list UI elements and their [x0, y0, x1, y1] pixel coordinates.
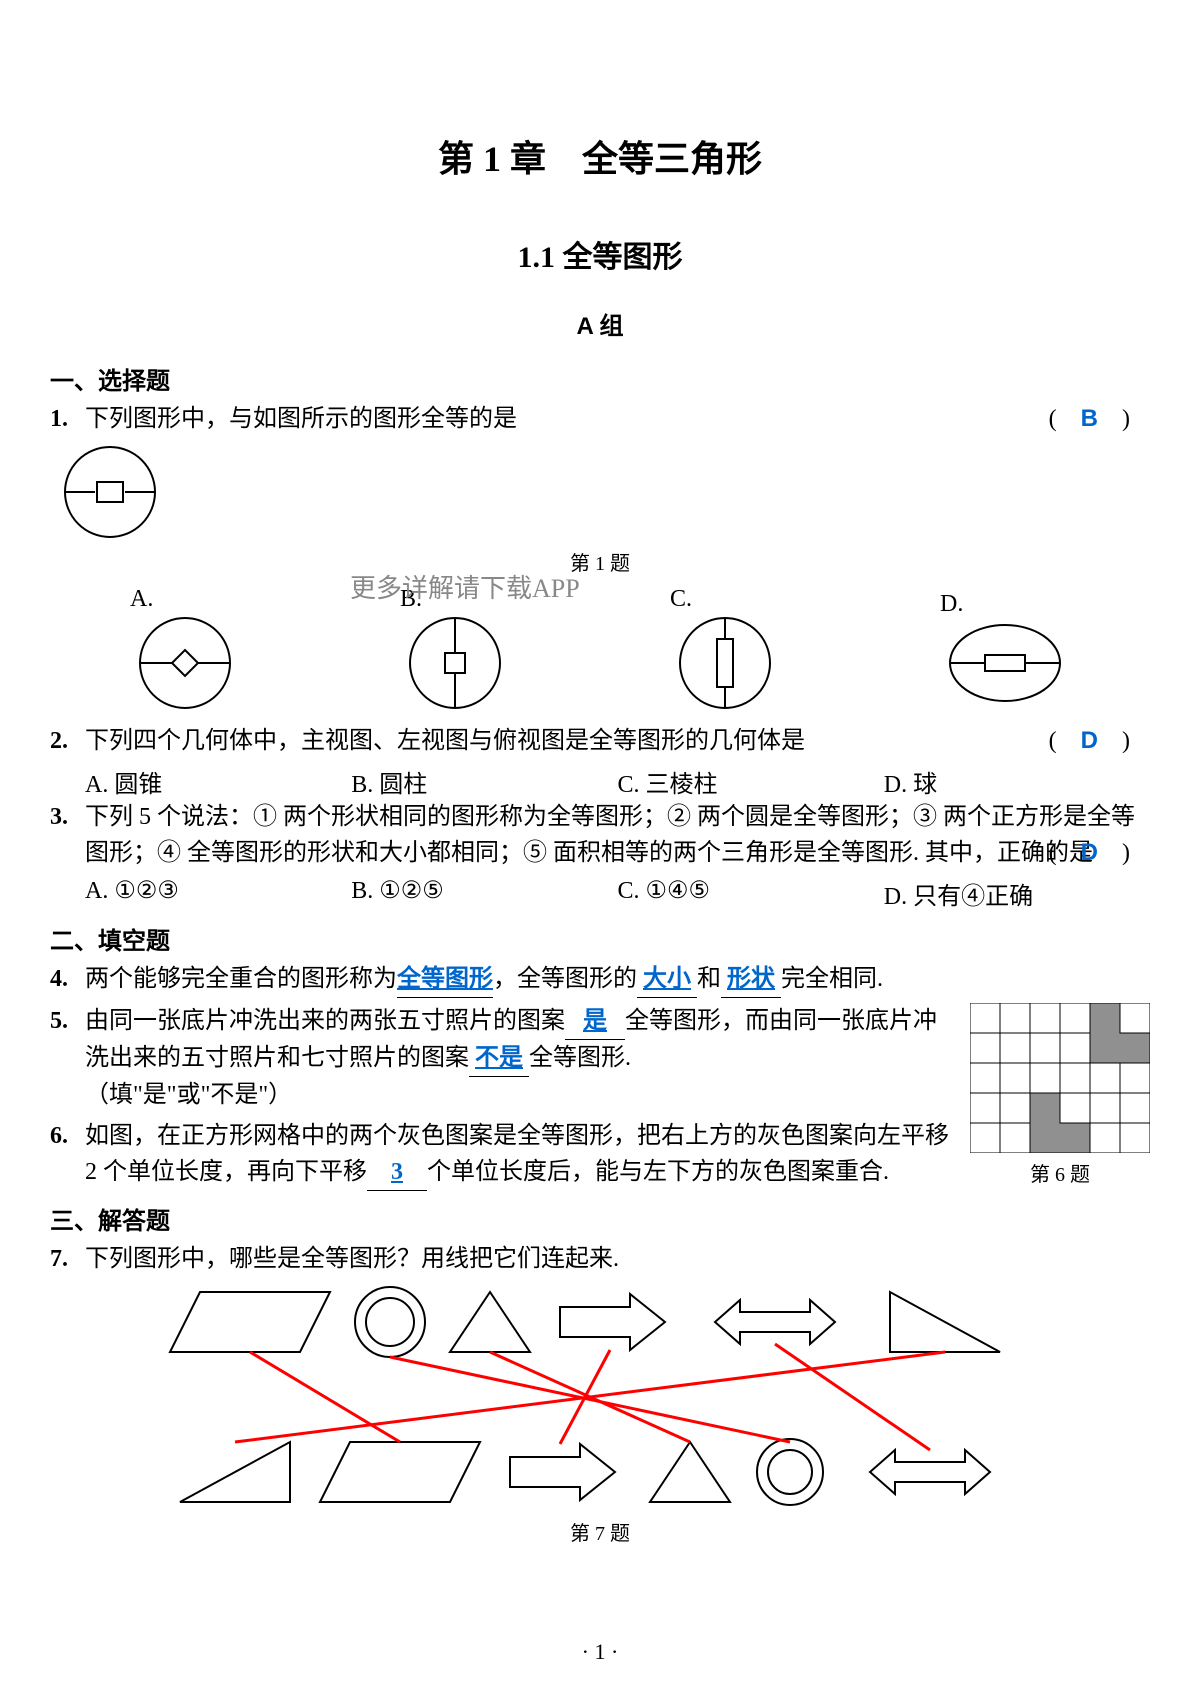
q7-figure — [150, 1282, 1050, 1512]
q2-opt-b: B. 圆柱 — [351, 764, 617, 799]
page-number: · 1 · — [0, 1639, 1200, 1665]
category-2-title: 二、填空题 — [50, 921, 1150, 956]
q2-opt-a: A. 圆锥 — [85, 764, 351, 799]
q7-text: 下列图形中，哪些是全等图形？用线把它们连起来. — [85, 1241, 1150, 1277]
q5-l1-pre: 由同一张底片冲洗出来的两张五寸照片的图案 — [85, 1008, 565, 1034]
q3-opt-b: B. ①②⑤ — [351, 876, 617, 911]
q1-main-figure — [50, 442, 170, 542]
q5-l2-post: 全等图形. — [529, 1045, 631, 1071]
q2-text: 下列四个几何体中，主视图、左视图与俯视图是全等图形的几何体是 — [85, 723, 1150, 759]
q1-caption: 第 1 题 — [50, 547, 1150, 576]
q1-number: 1. — [50, 401, 85, 437]
q3-text: 下列 5 个说法：① 两个形状相同的图形称为全等图形；② 两个圆是全等图形；③ … — [85, 799, 1150, 871]
q3-opt-c: C. ①④⑤ — [618, 876, 884, 911]
question-2: 2. 下列四个几何体中，主视图、左视图与俯视图是全等图形的几何体是 ( D ) — [50, 723, 1150, 759]
q1-opt-a-figure — [130, 613, 240, 713]
q6-l3: 下方的灰色图案重合. — [667, 1159, 889, 1185]
category-1-title: 一、选择题 — [50, 361, 1150, 396]
q3-options: A. ①②③ B. ①②⑤ C. ①④⑤ D. 只有④正确 — [50, 876, 1150, 911]
q1-answer-paren: ( B ) — [1049, 401, 1130, 437]
q6-number: 6. — [50, 1118, 85, 1154]
question-3: 3. 下列 5 个说法：① 两个形状相同的图形称为全等图形；② 两个圆是全等图形… — [50, 799, 1150, 871]
q2-options: A. 圆锥 B. 圆柱 C. 三棱柱 D. 球 — [50, 764, 1150, 799]
q1-opt-b-figure — [400, 613, 510, 713]
q6-grid-figure: 第 6 题 — [970, 1003, 1150, 1187]
q5-ans1: 是 — [583, 1008, 607, 1034]
q7-shapes-container: 第 7 题 — [150, 1282, 1050, 1546]
q5-l3: （填"是"或"不是"） — [85, 1082, 292, 1108]
q6-l2-post: 个单位长度后，能与左 — [427, 1159, 667, 1185]
category-3-title: 三、解答题 — [50, 1201, 1150, 1236]
q1-opt-a-label: A. — [130, 586, 240, 613]
q4-pre: 两个能够完全重合的图形称为 — [85, 966, 397, 992]
q2-answer: D — [1081, 727, 1098, 754]
q7-number: 7. — [50, 1241, 85, 1277]
q5-number: 5. — [50, 1003, 85, 1039]
q5-ans2: 不是 — [475, 1045, 523, 1071]
q5-l1-post: 全等图形，而由 — [625, 1008, 793, 1034]
q1-opt-c-figure — [670, 613, 780, 713]
group-title: A 组 — [50, 306, 1150, 341]
q5-body: 由同一张底片冲洗出来的两张五寸照片的图案是全等图形，而由同一张底片冲洗出来的五寸… — [85, 1003, 950, 1113]
q3-opt-a: A. ①②③ — [85, 876, 351, 911]
q4-ans1: 全等图形 — [397, 966, 493, 992]
q4-post: 完全相同. — [781, 966, 883, 992]
q3-answer-paren: ( D ) — [1049, 835, 1130, 871]
q3-opt-d: D. 只有④正确 — [884, 876, 1150, 911]
q4-mid2: 和 — [697, 966, 721, 992]
q4-ans3: 形状 — [727, 966, 775, 992]
q2-opt-d: D. 球 — [884, 764, 1150, 799]
q1-opt-d-figure — [940, 618, 1070, 708]
question-1: 1. 下列图形中，与如图所示的图形全等的是 ( B ) — [50, 401, 1150, 437]
q3-number: 3. — [50, 799, 85, 835]
chapter-title: 第 1 章 全等三角形 — [50, 130, 1150, 182]
q2-answer-paren: ( D ) — [1049, 723, 1130, 759]
q1-opt-b-label: B. — [400, 586, 510, 613]
section-title: 1.1 全等图形 — [50, 232, 1150, 276]
q1-text: 下列图形中，与如图所示的图形全等的是 — [85, 401, 1150, 437]
q4-number: 4. — [50, 961, 85, 997]
q6-l1: 如图，在正方形网格中的两个灰色图案是全等图形，把右上方的灰色图 — [85, 1123, 829, 1149]
q1-options-row: A. B. C. D. — [50, 586, 1150, 713]
q4-mid1: ，全等图形的 — [493, 966, 637, 992]
q4-ans2: 大小 — [643, 966, 691, 992]
q2-opt-c: C. 三棱柱 — [618, 764, 884, 799]
q1-opt-c-label: C. — [670, 586, 780, 613]
q2-number: 2. — [50, 723, 85, 759]
q6-ans: 3 — [391, 1159, 403, 1185]
question-4: 4. 两个能够完全重合的图形称为全等图形，全等图形的大小和形状完全相同. — [50, 961, 1150, 998]
q3-answer: D — [1081, 839, 1098, 866]
q6-body: 如图，在正方形网格中的两个灰色图案是全等图形，把右上方的灰色图案向左平移 2 个… — [85, 1118, 950, 1191]
q6-caption: 第 6 题 — [970, 1158, 1150, 1187]
q1-opt-d-label: D. — [940, 591, 1070, 618]
q1-answer: B — [1081, 405, 1098, 432]
q4-body: 两个能够完全重合的图形称为全等图形，全等图形的大小和形状完全相同. — [85, 961, 1150, 998]
q7-caption: 第 7 题 — [150, 1517, 1050, 1546]
question-7: 7. 下列图形中，哪些是全等图形？用线把它们连起来. — [50, 1241, 1150, 1277]
